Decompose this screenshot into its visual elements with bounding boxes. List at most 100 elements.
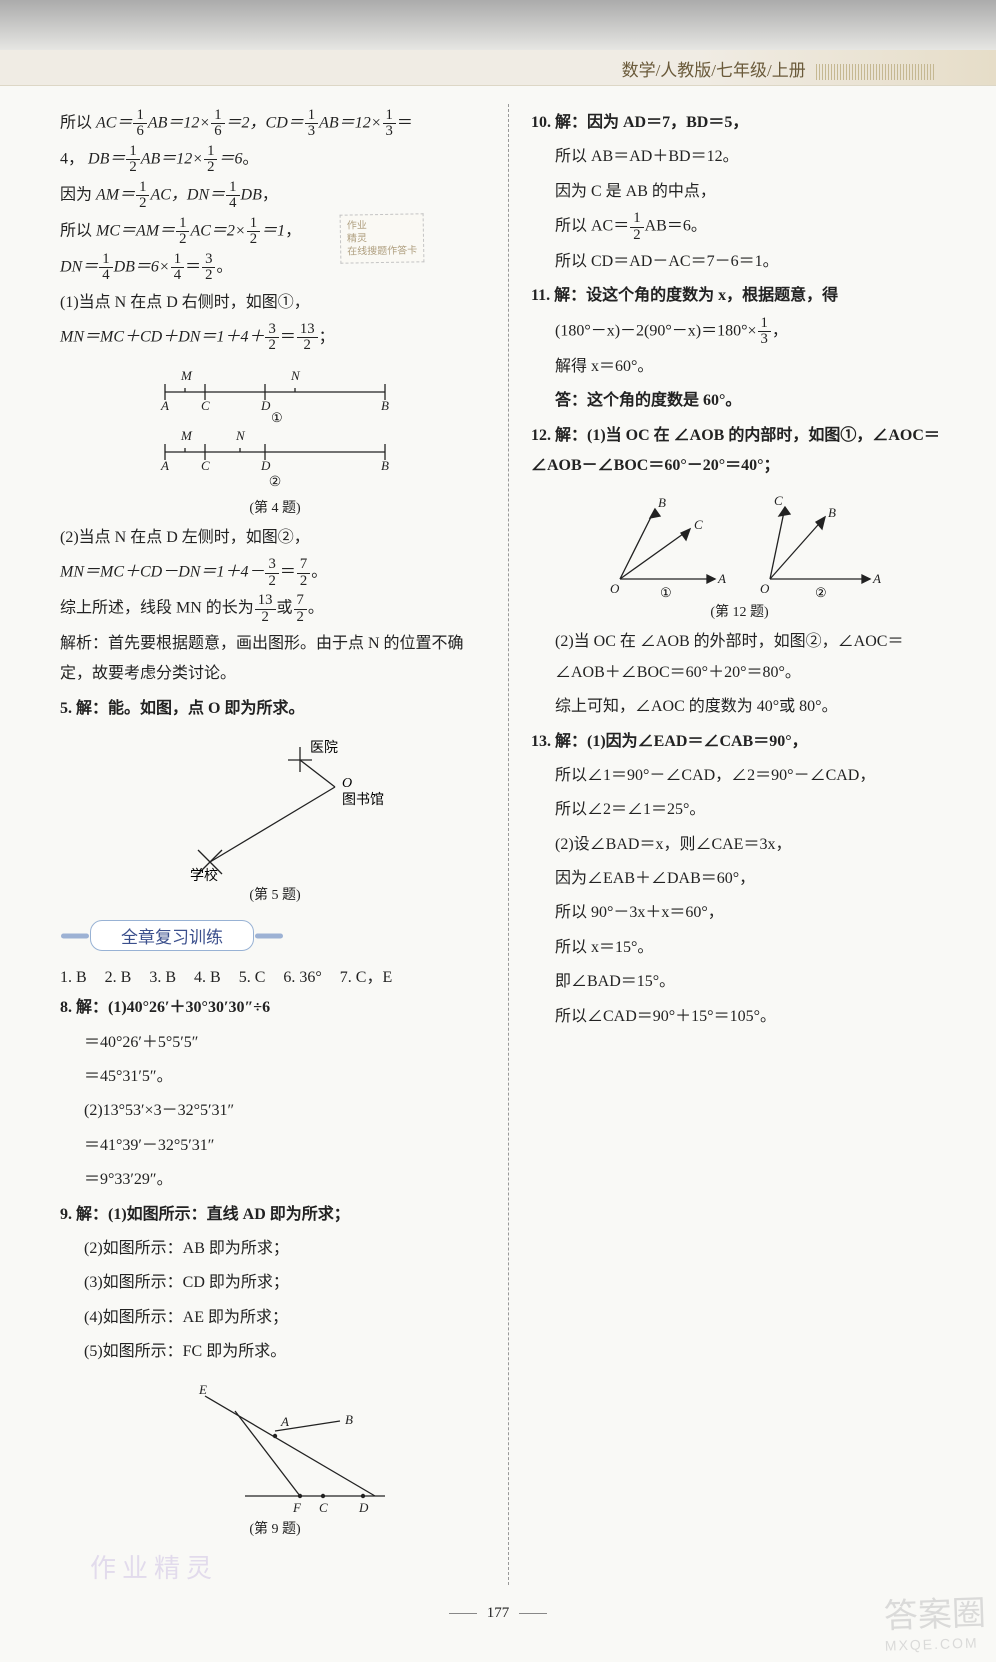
t: 因为 bbox=[60, 186, 96, 203]
t: MC＝AM＝ bbox=[96, 222, 175, 239]
frac: 32 bbox=[265, 322, 278, 354]
watermark-bottom-right: 答案圈 MXQE.COM bbox=[883, 1585, 987, 1654]
svg-text:②: ② bbox=[815, 585, 827, 599]
d: 4 bbox=[99, 268, 112, 283]
svg-text:B: B bbox=[381, 458, 389, 472]
svg-text:学校: 学校 bbox=[190, 867, 218, 882]
svg-text:C: C bbox=[201, 398, 210, 413]
page: 数学/人教版/七年级/上册 作业 精灵 在线搜题作答卡 所以 AC＝16AB＝1… bbox=[0, 0, 996, 1662]
d: 2 bbox=[297, 338, 318, 353]
n: 1 bbox=[247, 216, 260, 232]
d: 2 bbox=[126, 160, 139, 175]
d: 2 bbox=[136, 196, 149, 211]
p12h: 12. 解：(1)当 OC 在 ∠AOB 的内部时，如图①，∠AOC＝∠AOB－… bbox=[531, 421, 948, 482]
p13h: 13. 解：(1)因为∠EAD＝∠CAB＝90°， bbox=[531, 727, 948, 757]
p13l5: 所以 90°－3x＋x＝60°， bbox=[531, 898, 948, 928]
l4: 所以 MC＝AM＝12AC＝2×12＝1， bbox=[60, 216, 490, 248]
t: (180°－x)－2(90°－x)＝180°× bbox=[555, 322, 757, 339]
frac: 32 bbox=[265, 557, 278, 589]
n: 13 bbox=[255, 593, 276, 609]
svg-text:O: O bbox=[760, 581, 770, 596]
stamp-l2: 精灵 bbox=[347, 231, 417, 245]
t: ＝6 bbox=[218, 151, 242, 168]
d: 2 bbox=[630, 228, 643, 243]
t: ， bbox=[772, 322, 788, 339]
d: 2 bbox=[294, 610, 307, 625]
n: 1 bbox=[630, 211, 643, 227]
t: ， bbox=[262, 186, 278, 203]
svg-text:图书馆: 图书馆 bbox=[342, 792, 384, 808]
p9l2: (2)如图所示：AB 即为所求； bbox=[60, 1234, 490, 1264]
p13l8: 所以∠CAD＝90°＋15°＝105°。 bbox=[531, 1002, 948, 1032]
p11l3: 答：这个角的度数是 60°。 bbox=[531, 386, 948, 416]
frac: 13 bbox=[383, 108, 396, 140]
d: 2 bbox=[247, 232, 260, 247]
p8l5: ＝9°33′29″。 bbox=[60, 1165, 490, 1195]
a4: 4. B bbox=[194, 969, 221, 987]
a7: 7. C，E bbox=[340, 963, 392, 987]
t: 所以 AC＝ bbox=[555, 218, 629, 235]
frac: 16 bbox=[133, 108, 146, 140]
svg-text:F: F bbox=[292, 1500, 302, 1515]
diagram-q12-svg: O A B C ① O bbox=[580, 489, 900, 599]
t: DN＝ bbox=[60, 258, 98, 275]
n: 1 bbox=[305, 108, 318, 124]
answer-row: 1. B 2. B 3. B 4. B 5. C 6. 36° 7. C，E bbox=[60, 963, 490, 987]
t: DB＝ bbox=[88, 151, 125, 168]
a3: 3. B bbox=[149, 969, 176, 987]
page-number: 177 bbox=[487, 1605, 510, 1621]
header-stripes-icon bbox=[816, 64, 936, 80]
t: 或 bbox=[277, 600, 293, 617]
diagram-q12: O A B C ① O bbox=[531, 489, 948, 621]
p8l2: ＝45°31′5″。 bbox=[60, 1062, 490, 1092]
d: 2 bbox=[202, 268, 215, 283]
t: MN＝MC＋CD－DN＝1＋4－ bbox=[60, 564, 264, 581]
d: 2 bbox=[176, 232, 189, 247]
t: 所以 bbox=[60, 115, 96, 132]
t: AM＝ bbox=[96, 186, 135, 203]
t: AC，DN＝ bbox=[150, 186, 225, 203]
header-title: 数学/人教版/七年级/上册 bbox=[622, 61, 806, 80]
d: 2 bbox=[255, 610, 276, 625]
svg-text:D: D bbox=[358, 1500, 369, 1515]
wm-small: MXQE.COM bbox=[885, 1634, 987, 1654]
svg-text:医院: 医院 bbox=[310, 740, 338, 756]
l3: 因为 AM＝12AC，DN＝14DB， bbox=[60, 180, 490, 212]
d: 3 bbox=[383, 124, 396, 139]
p10l1: 所以 AB＝AD＋BD＝12。 bbox=[531, 142, 948, 172]
frac: 14 bbox=[99, 252, 112, 284]
t: 。 bbox=[308, 600, 324, 617]
l11: 解析：首先要根据题意，画出图形。由于点 N 的位置不确定，故要考虑分类讨论。 bbox=[60, 629, 490, 690]
svg-text:B: B bbox=[828, 505, 836, 520]
diagram-q5-svg: 医院 O 图书馆 学校 bbox=[160, 732, 390, 882]
p10l4: 所以 CD＝AD－AC＝7－6＝1。 bbox=[531, 247, 948, 277]
page-footer: 177 bbox=[0, 1595, 996, 1622]
a5: 5. C bbox=[239, 969, 266, 987]
n: 1 bbox=[226, 180, 239, 196]
n: 1 bbox=[99, 252, 112, 268]
stamp-l3: 在线搜题作答卡 bbox=[347, 244, 417, 258]
p13l2: 所以∠2＝∠1＝25°。 bbox=[531, 795, 948, 825]
svg-text:①: ① bbox=[271, 410, 283, 425]
svg-text:N: N bbox=[235, 428, 246, 443]
n: 7 bbox=[294, 593, 307, 609]
frac: 12 bbox=[630, 211, 643, 243]
l9: MN＝MC＋CD－DN＝1＋4－32＝72。 bbox=[60, 557, 490, 589]
n: 1 bbox=[176, 216, 189, 232]
p9h: 9. 解：(1)如图所示：直线 AD 即为所求； bbox=[60, 1200, 490, 1230]
d2-caption: (第 5 题) bbox=[60, 884, 490, 904]
p12l3: 综上可知，∠AOC 的度数为 40°或 80°。 bbox=[531, 692, 948, 722]
a2: 2. B bbox=[105, 969, 132, 987]
p8l1: ＝40°26′＋5°5′5″ bbox=[60, 1028, 490, 1058]
n: 1 bbox=[211, 108, 224, 124]
diagram-q4-svg: M N A C D B ① bbox=[145, 362, 405, 472]
p8h: 8. 解：(1)40°26′＋30°30′30″÷6 bbox=[60, 993, 490, 1023]
d1-caption: (第 4 题) bbox=[60, 497, 490, 517]
frac: 32 bbox=[202, 252, 215, 284]
frac: 12 bbox=[247, 216, 260, 248]
dash-icon bbox=[449, 1613, 477, 1614]
svg-text:B: B bbox=[381, 398, 389, 413]
n: 1 bbox=[171, 252, 184, 268]
n: 3 bbox=[265, 322, 278, 338]
svg-text:A: A bbox=[280, 1414, 289, 1429]
